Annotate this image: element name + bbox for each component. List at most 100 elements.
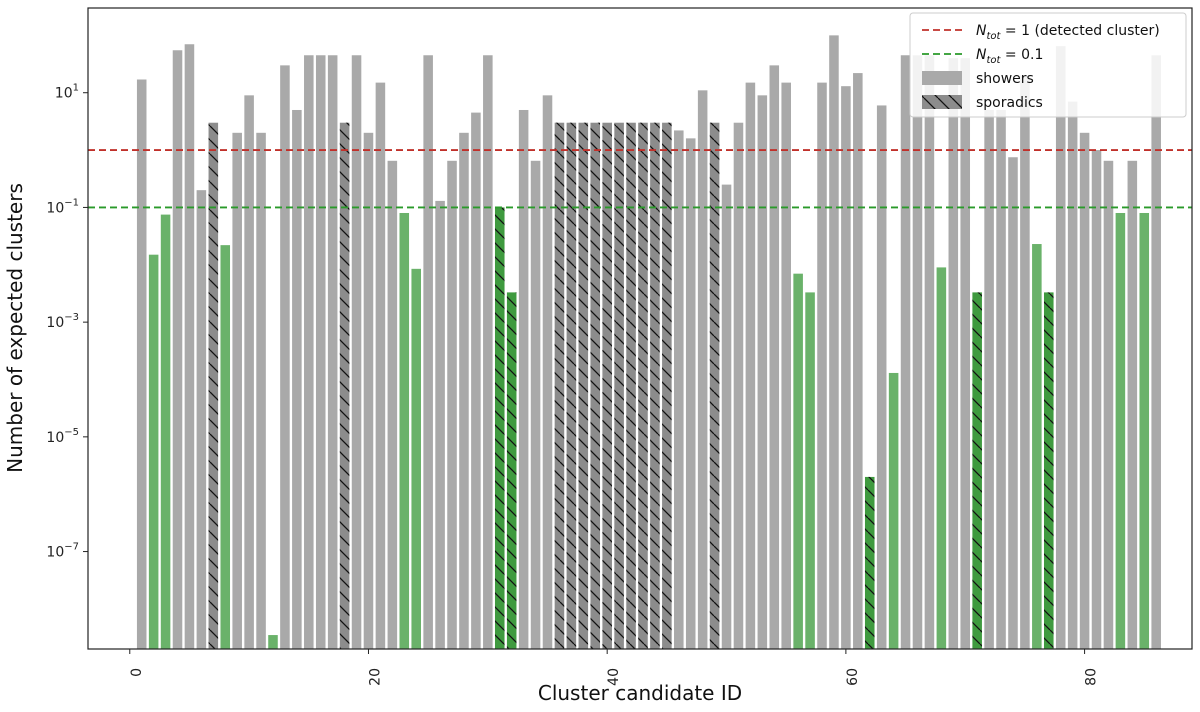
bar-1 — [136, 79, 147, 649]
plot-frame — [87, 7, 1193, 650]
bar-28 — [459, 132, 469, 650]
bar-5 — [184, 44, 195, 649]
bar-58 — [817, 82, 827, 650]
bar-60 — [841, 86, 851, 649]
bar-26 — [435, 200, 445, 649]
bar-hatch-62 — [864, 476, 875, 649]
bar-56 — [793, 273, 803, 649]
bar-hatch-49 — [709, 122, 720, 649]
bar-81 — [1091, 150, 1102, 649]
bar-16 — [315, 55, 326, 649]
bar-86 — [1151, 55, 1161, 649]
bar-59 — [829, 35, 839, 649]
bar-27 — [447, 160, 457, 650]
bar-hatch-44 — [650, 122, 660, 649]
x-axis-ticks: 0 20 40 60 80 — [129, 649, 1100, 686]
bar-hatch-32 — [506, 292, 517, 649]
bar-6 — [196, 190, 207, 649]
bar-47 — [685, 138, 696, 649]
y-tick-label-0: 10−7 — [46, 542, 79, 561]
legend-swatch-showers — [922, 71, 962, 85]
bar-61 — [853, 73, 863, 650]
y-axis-ticks: 10−7 10−5 10−3 10−1 101 — [46, 83, 88, 561]
bar-53 — [757, 95, 768, 650]
bar-hatch-36 — [554, 122, 565, 649]
y-axis-label: Number of expected clusters — [3, 183, 27, 473]
bar-70 — [960, 58, 971, 649]
bar-33 — [518, 109, 529, 650]
legend-box — [909, 12, 1187, 118]
bar-17 — [327, 55, 338, 649]
bar-24 — [411, 268, 421, 649]
bar-hatch-71 — [972, 292, 982, 649]
legend: Ntot = 1 (detected cluster) Ntot = 0.1 sho… — [909, 12, 1187, 118]
bar-34 — [530, 160, 541, 650]
x-tick-label-40: 40 — [606, 668, 622, 686]
bar-79 — [1067, 101, 1078, 649]
bar-22 — [387, 160, 398, 650]
bar-23 — [399, 212, 410, 649]
bar-21 — [375, 82, 386, 650]
x-tick-label-20: 20 — [367, 668, 383, 686]
bar-54 — [769, 65, 780, 650]
bar-hatch-42 — [626, 122, 636, 649]
legend-label-line-0: Ntot = 1 (detected cluster) — [976, 23, 1160, 42]
bar-10 — [244, 95, 254, 650]
bar-hatch-37 — [566, 122, 577, 649]
bar-76 — [1032, 244, 1042, 649]
legend-label-showers: showers — [976, 71, 1034, 87]
y-tick-label-3: 10−1 — [46, 197, 79, 216]
bar-82 — [1103, 160, 1114, 650]
bar-35 — [542, 95, 553, 650]
bar-hatch-18 — [339, 122, 350, 649]
bar-4 — [172, 50, 183, 650]
bar-57 — [805, 292, 815, 649]
legend-label-line-1: Ntot = 0.1 — [976, 47, 1043, 66]
bar-46 — [674, 130, 684, 649]
bar-48 — [697, 90, 708, 650]
bar-hatch-31 — [494, 207, 505, 649]
bar-15 — [304, 55, 314, 649]
bar-9 — [232, 132, 242, 650]
bar-74 — [1008, 157, 1018, 649]
bar-69 — [948, 58, 959, 649]
bar-hatch-43 — [638, 122, 648, 649]
bar-hatch-45 — [662, 122, 672, 649]
bar-67 — [924, 55, 935, 649]
bar-hatch-40 — [602, 122, 612, 649]
reference-lines — [88, 149, 1192, 209]
bar-12 — [268, 635, 278, 649]
y-tick-label-4: 101 — [55, 83, 79, 102]
legend-swatch-hatch-sporadics — [922, 95, 962, 109]
bar-29 — [471, 112, 481, 650]
bar-52 — [745, 82, 756, 650]
bar-hatch-39 — [590, 122, 601, 649]
bar-20 — [363, 132, 374, 650]
bar-68 — [936, 267, 947, 649]
bar-19 — [351, 55, 362, 649]
bar-50 — [721, 184, 732, 649]
bars-layer — [136, 35, 1161, 650]
y-tick-label-1: 10−5 — [46, 427, 79, 446]
bar-80 — [1079, 132, 1090, 650]
bar-hatch-7 — [208, 122, 219, 649]
bar-14 — [292, 109, 302, 650]
legend-label-sporadics: sporadics — [976, 95, 1043, 111]
bar-25 — [423, 55, 433, 649]
bar-75 — [1020, 75, 1030, 649]
bar-63 — [876, 105, 887, 649]
bar-66 — [912, 55, 923, 649]
x-tick-label-80: 80 — [1084, 668, 1100, 686]
bar-30 — [483, 55, 493, 649]
bar-13 — [280, 65, 290, 650]
x-tick-label-60: 60 — [845, 668, 861, 686]
bar-84 — [1127, 160, 1138, 650]
bar-hatch-77 — [1044, 292, 1054, 649]
bar-55 — [781, 82, 791, 650]
bar-11 — [256, 132, 266, 650]
bar-hatch-38 — [578, 122, 589, 649]
bar-85 — [1139, 212, 1150, 649]
bar-64 — [888, 372, 899, 649]
y-tick-label-2: 10−3 — [46, 312, 79, 331]
